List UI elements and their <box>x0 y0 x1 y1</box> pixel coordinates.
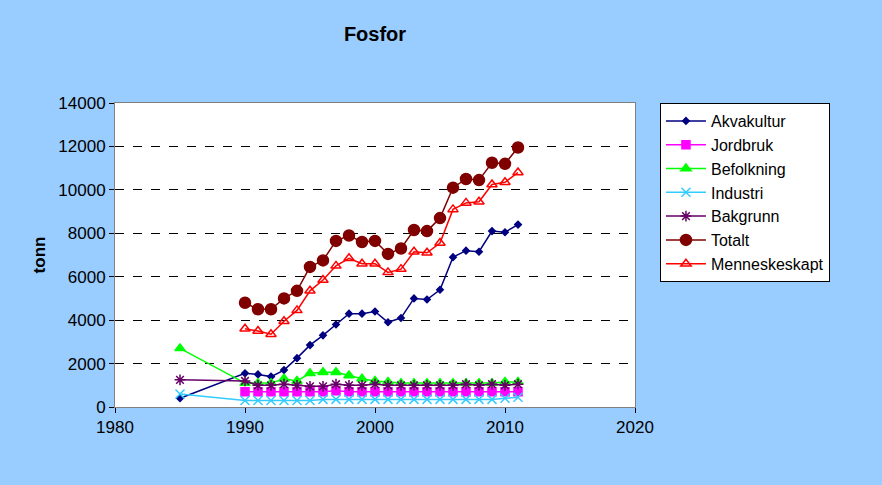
svg-text:2010: 2010 <box>486 418 524 437</box>
svg-text:Bakgrunn: Bakgrunn <box>711 208 780 225</box>
svg-text:8000: 8000 <box>68 224 106 243</box>
svg-text:Jordbruk: Jordbruk <box>711 137 774 154</box>
svg-text:Totalt: Totalt <box>711 232 750 249</box>
svg-text:14000: 14000 <box>58 94 105 113</box>
svg-text:Menneskeskapt: Menneskeskapt <box>711 256 824 273</box>
svg-text:4000: 4000 <box>68 311 106 330</box>
svg-text:1980: 1980 <box>96 418 134 437</box>
svg-text:12000: 12000 <box>58 137 105 156</box>
svg-text:Industri: Industri <box>711 185 763 202</box>
svg-text:1990: 1990 <box>226 418 264 437</box>
svg-text:0: 0 <box>96 398 105 417</box>
svg-text:Fosfor: Fosfor <box>344 23 406 45</box>
svg-text:Befolkning: Befolkning <box>711 161 786 178</box>
svg-text:Akvakultur: Akvakultur <box>711 113 786 130</box>
svg-text:10000: 10000 <box>58 181 105 200</box>
svg-text:2000: 2000 <box>356 418 394 437</box>
svg-text:6000: 6000 <box>68 268 106 287</box>
svg-text:2000: 2000 <box>68 355 106 374</box>
svg-text:tonn: tonn <box>30 237 49 274</box>
svg-text:2020: 2020 <box>616 418 654 437</box>
